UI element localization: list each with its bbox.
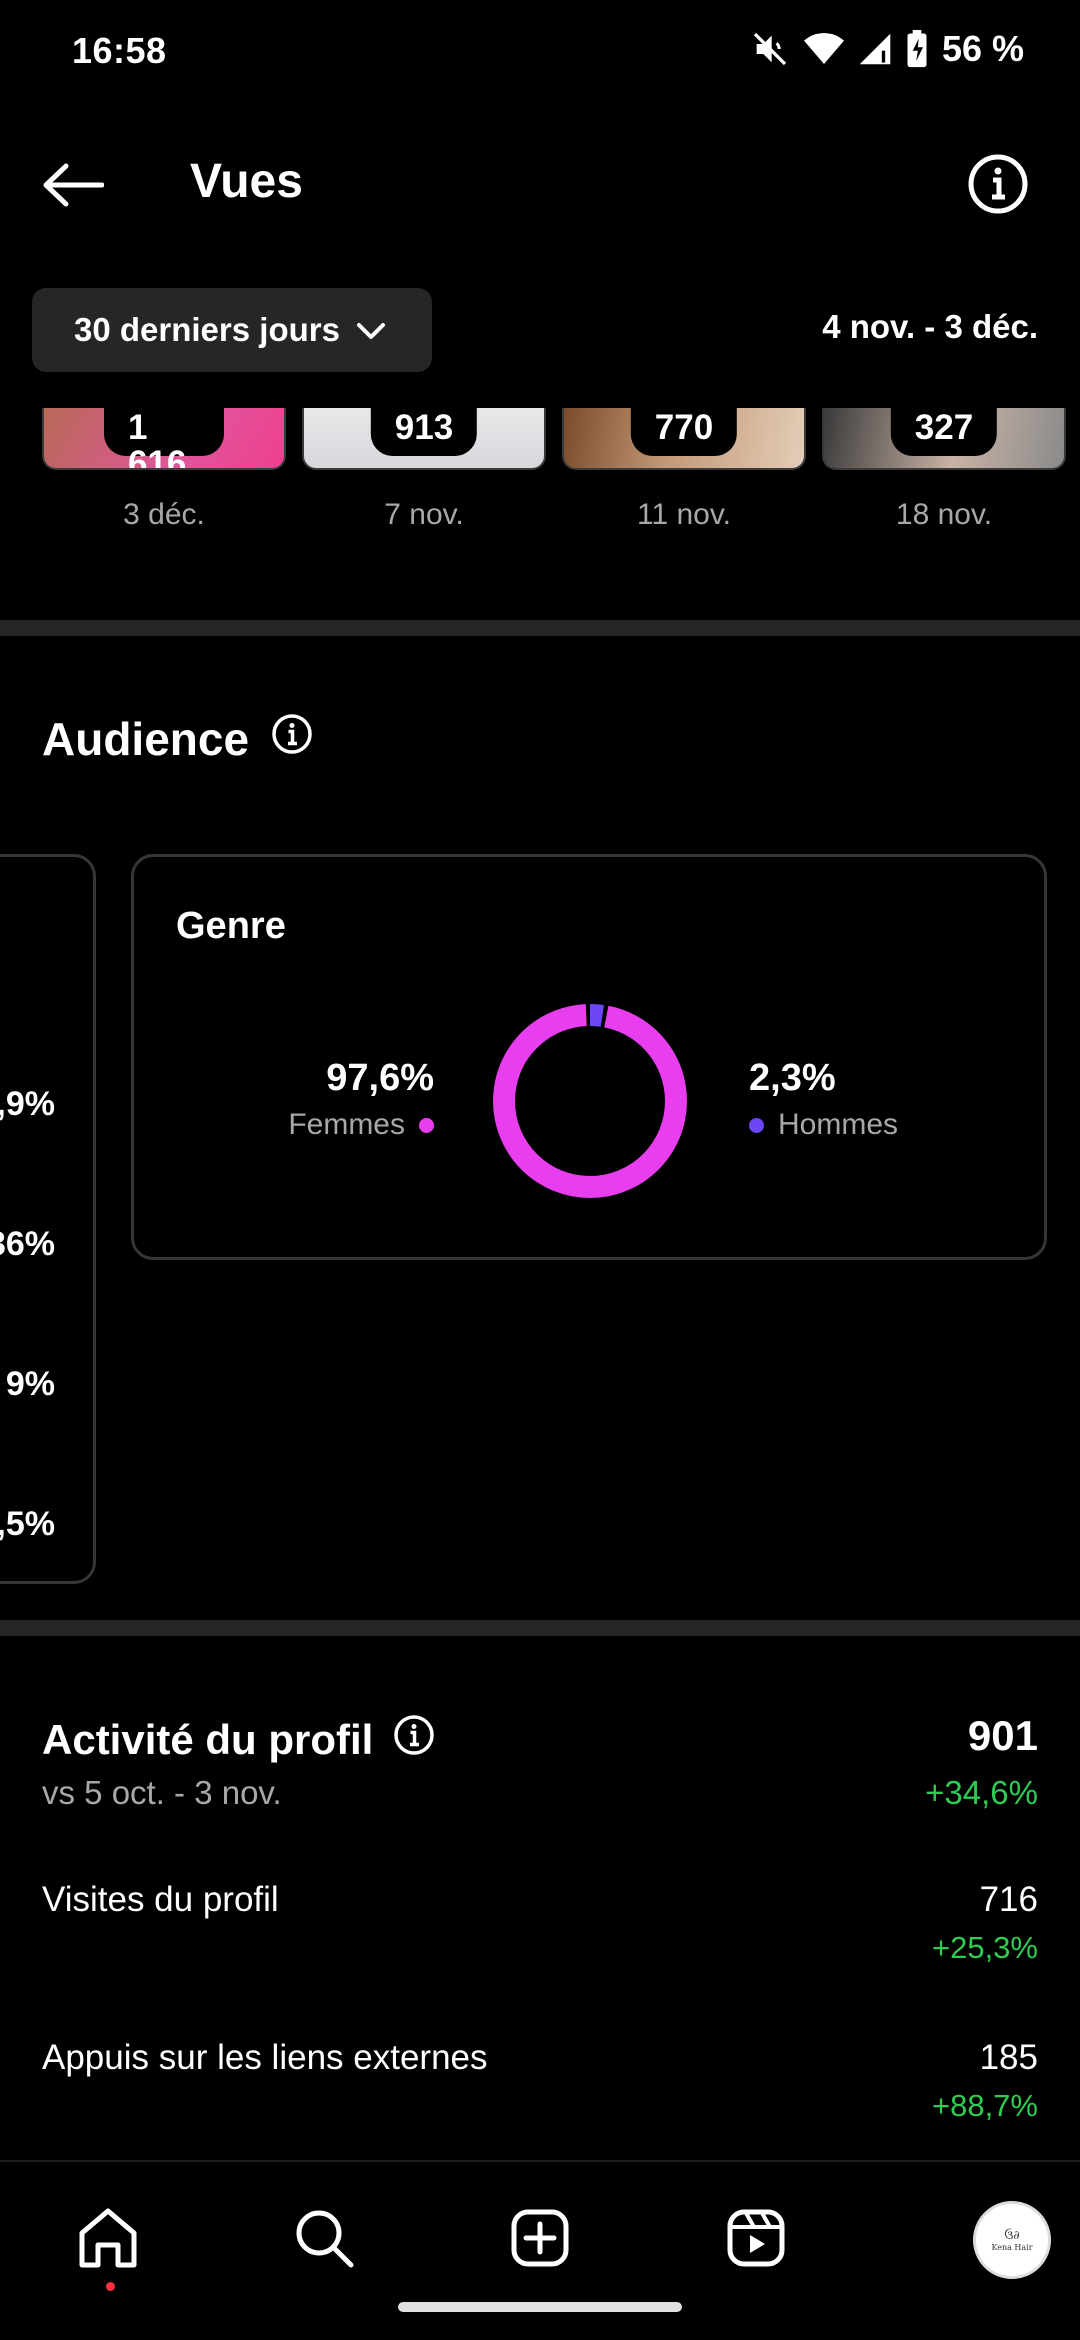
status-time: 16:58 bbox=[72, 30, 167, 71]
info-icon[interactable] bbox=[271, 712, 313, 766]
audience-title-text: Audience bbox=[42, 713, 250, 765]
audience-title: Audience bbox=[42, 712, 313, 766]
top-content-list: 1 616 3 déc. 913 7 nov. 770 11 nov. 327 … bbox=[0, 408, 1080, 568]
audience-value: ,5% bbox=[0, 1505, 55, 1543]
audience-value: ,9% bbox=[0, 1085, 55, 1123]
info-icon[interactable] bbox=[393, 1714, 435, 1766]
avatar-text: Kena Hair bbox=[991, 2243, 1033, 2252]
nav-search[interactable] bbox=[274, 2190, 374, 2290]
women-stat: 97,6% Femmes bbox=[288, 1057, 434, 1142]
nav-profile[interactable]: ઉ∂ Kena Hair bbox=[962, 2190, 1062, 2290]
gender-card[interactable]: Genre 97,6% Femmes 2,3% Hommes bbox=[131, 854, 1047, 1260]
content-thumbnail[interactable]: 327 bbox=[822, 408, 1066, 470]
mute-icon bbox=[750, 29, 790, 69]
women-arc bbox=[493, 1004, 687, 1198]
women-label: Femmes bbox=[288, 1108, 405, 1141]
content-thumbnail[interactable]: 1 616 bbox=[42, 408, 286, 470]
content-thumbnail[interactable]: 770 bbox=[562, 408, 806, 470]
content-date: 7 nov. bbox=[384, 498, 464, 531]
section-divider bbox=[0, 620, 1080, 636]
men-percent: 2,3% bbox=[749, 1057, 836, 1099]
back-button[interactable] bbox=[36, 150, 110, 224]
header: Vues bbox=[0, 130, 1080, 240]
metric-change: +25,3% bbox=[931, 1930, 1038, 1965]
home-icon bbox=[76, 2207, 140, 2274]
battery-percent: 56 % bbox=[941, 28, 1024, 69]
content-thumbnail[interactable]: 913 bbox=[302, 408, 546, 470]
metric-label: Appuis sur les liens externes bbox=[42, 2038, 488, 2077]
women-percent: 97,6% bbox=[326, 1057, 434, 1099]
metric-value: 185 bbox=[979, 2038, 1038, 2077]
men-legend: Hommes bbox=[749, 1108, 898, 1142]
wifi-icon bbox=[803, 31, 844, 67]
view-count: 1 616 bbox=[104, 408, 224, 468]
page-title: Vues bbox=[190, 155, 303, 208]
nav-home[interactable] bbox=[58, 2190, 158, 2291]
date-range: 4 nov. - 3 déc. bbox=[822, 308, 1038, 345]
nav-reels[interactable] bbox=[706, 2190, 806, 2290]
comparison-period: vs 5 oct. - 3 nov. bbox=[42, 1774, 282, 1811]
profile-activity-title-text: Activité du profil bbox=[42, 1716, 374, 1763]
audience-card-partial[interactable]: ,9% 36% 9% ,5% bbox=[0, 854, 96, 1584]
women-legend: Femmes bbox=[288, 1108, 434, 1142]
women-dot bbox=[419, 1117, 434, 1133]
men-arc bbox=[493, 1004, 687, 1198]
profile-activity-title: Activité du profil bbox=[42, 1714, 435, 1766]
men-stat: 2,3% Hommes bbox=[749, 1057, 898, 1142]
period-dropdown[interactable]: 30 derniers jours bbox=[32, 288, 432, 372]
notification-dot bbox=[106, 2282, 115, 2291]
content-date: 11 nov. bbox=[637, 498, 731, 531]
gender-card-title: Genre bbox=[176, 905, 286, 947]
info-button[interactable] bbox=[962, 150, 1034, 222]
content-date: 3 déc. bbox=[123, 498, 205, 531]
audience-value: 9% bbox=[5, 1365, 55, 1403]
view-count: 770 bbox=[630, 408, 738, 456]
activity-total: 901 bbox=[967, 1712, 1038, 1759]
status-bar: 16:58 56 % bbox=[0, 0, 1080, 110]
nav-create[interactable] bbox=[490, 2190, 590, 2290]
arrow-left-icon bbox=[42, 163, 105, 212]
info-icon bbox=[967, 153, 1029, 220]
period-label: 30 derniers jours bbox=[74, 311, 340, 348]
home-indicator[interactable] bbox=[398, 2302, 682, 2312]
signal-icon bbox=[858, 31, 892, 67]
gender-donut-chart bbox=[493, 1004, 687, 1198]
bottom-navigation: ઉ∂ Kena Hair bbox=[0, 2160, 1080, 2340]
reels-icon bbox=[726, 2208, 786, 2273]
metric-row-profile-visits[interactable]: Visites du profil 716 +25,3% bbox=[0, 1880, 1080, 2000]
audience-value: 36% bbox=[0, 1225, 55, 1263]
view-count: 913 bbox=[370, 408, 478, 456]
search-icon bbox=[293, 2207, 355, 2274]
activity-total-change: +34,6% bbox=[925, 1774, 1038, 1811]
men-label: Hommes bbox=[778, 1108, 899, 1141]
metric-label: Visites du profil bbox=[42, 1880, 279, 1919]
metric-row-external-links[interactable]: Appuis sur les liens externes 185 +88,7% bbox=[0, 2038, 1080, 2158]
chevron-down-icon bbox=[356, 311, 386, 349]
men-dot bbox=[749, 1117, 764, 1133]
metric-value: 716 bbox=[979, 1880, 1038, 1919]
profile-avatar: ઉ∂ Kena Hair bbox=[973, 2201, 1051, 2279]
create-icon bbox=[510, 2208, 570, 2273]
content-date: 18 nov. bbox=[895, 498, 993, 531]
metric-change: +88,7% bbox=[931, 2088, 1038, 2123]
status-icons: 56 % bbox=[750, 28, 1024, 70]
avatar-logo: ઉ∂ bbox=[1004, 2228, 1020, 2242]
view-count: 327 bbox=[890, 408, 998, 456]
battery-charging-icon bbox=[906, 30, 928, 68]
section-divider bbox=[0, 1620, 1080, 1636]
filter-row: 30 derniers jours 4 nov. - 3 déc. bbox=[0, 288, 1080, 374]
